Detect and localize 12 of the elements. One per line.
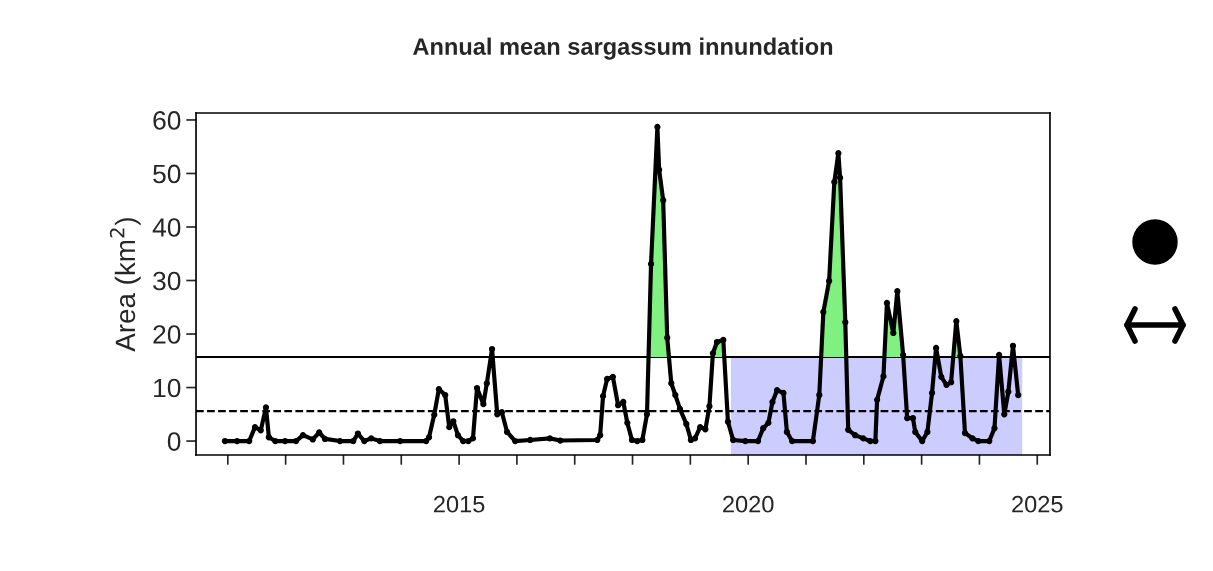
x-tick-label: 2015: [434, 495, 485, 513]
y-tick-label: 0: [167, 432, 181, 451]
y-axis-title: Area (km$^{2}$): [109, 218, 141, 352]
x-tick-label: 2025: [1012, 495, 1063, 513]
y-tick-label: 30: [153, 271, 181, 291]
y-tick-label: 60: [153, 111, 181, 130]
y-tick-label: 50: [153, 164, 181, 184]
x-tick-label: 2020: [723, 495, 774, 513]
y-tick-label: 40: [152, 218, 181, 237]
y-tick-label: 10: [154, 378, 181, 398]
chart-title: Annual mean sargassum innundation: [413, 37, 833, 60]
y-tick-label: 20: [153, 325, 181, 344]
